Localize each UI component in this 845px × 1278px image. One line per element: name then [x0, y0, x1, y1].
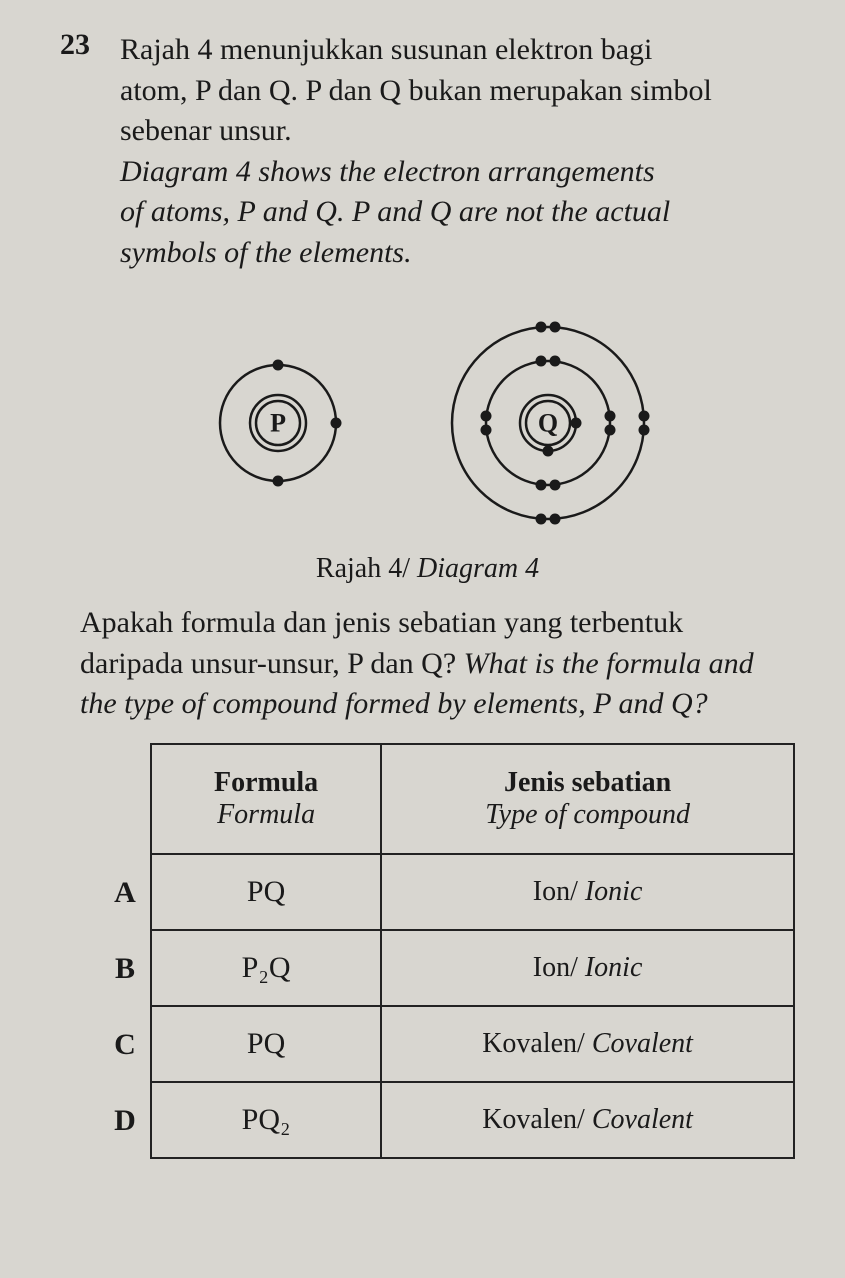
qtext-en-2: of atoms, P and Q. P and Q are not the a…: [120, 192, 795, 233]
cell-type-a: Ion/ Ionic: [381, 854, 794, 930]
table-row: PQ Ion/ Ionic: [151, 854, 794, 930]
th-type-en: Type of compound: [396, 799, 779, 831]
th-formula-en: Formula: [166, 799, 366, 831]
type-en-b: Ionic: [585, 952, 643, 983]
th-type: Jenis sebatian Type of compound: [381, 744, 794, 854]
table-row: PQ Kovalen/ Covalent: [151, 1006, 794, 1082]
type-en-c: Covalent: [592, 1028, 693, 1059]
subq-ms-1: Apakah formula dan jenis sebatian yang t…: [80, 606, 683, 639]
type-ms-c: Kovalen/: [482, 1028, 592, 1059]
question-page: 23 Rajah 4 menunjukkan susunan elektron …: [0, 0, 845, 1189]
subquestion-text: Apakah formula dan jenis sebatian yang t…: [80, 603, 785, 725]
type-en-d: Covalent: [592, 1104, 693, 1135]
th-formula: Formula Formula: [151, 744, 381, 854]
type-ms-d: Kovalen/: [482, 1104, 592, 1135]
cell-type-b: Ion/ Ionic: [381, 930, 794, 1006]
subq-en-2: formed by elements, P and Q?: [345, 687, 708, 720]
options-table: Formula Formula Jenis sebatian Type of c…: [150, 743, 795, 1159]
row-label-b: B: [100, 931, 150, 1007]
atom-p-diagram: P: [188, 333, 368, 513]
cell-type-d: Kovalen/ Covalent: [381, 1082, 794, 1158]
svg-text:Q: Q: [537, 409, 557, 438]
diagram-container: P Q: [60, 303, 795, 543]
diagram-caption: Rajah 4/ Diagram 4: [60, 553, 795, 585]
qtext-ms-3: sebenar unsur.: [120, 111, 795, 152]
th-formula-ms: Formula: [214, 767, 318, 798]
cell-formula-a: PQ: [151, 854, 381, 930]
type-ms-b: Ion/: [533, 952, 585, 983]
qtext-en-1: Diagram 4 shows the electron arrangement…: [120, 152, 795, 193]
cell-formula-b: P₂Q: [151, 930, 381, 1006]
qtext-ms-1: Rajah 4 menunjukkan susunan elektron bag…: [120, 30, 795, 71]
table-row: P₂Q Ion/ Ionic: [151, 930, 794, 1006]
options-table-wrap: A B C D Formula Formula Jenis sebatian T…: [100, 743, 795, 1159]
qtext-ms-2: atom, P dan Q. P dan Q bukan merupakan s…: [120, 71, 795, 112]
subq-ms-2: daripada unsur-unsur, P dan Q?: [80, 647, 456, 680]
svg-text:P: P: [270, 409, 286, 438]
question-number: 23: [60, 28, 90, 62]
question-text: Rajah 4 menunjukkan susunan elektron bag…: [120, 30, 795, 273]
qtext-en-3: symbols of the elements.: [120, 233, 795, 274]
cell-formula-c: PQ: [151, 1006, 381, 1082]
type-ms-a: Ion/: [533, 876, 585, 907]
cell-type-c: Kovalen/ Covalent: [381, 1006, 794, 1082]
row-label-c: C: [100, 1007, 150, 1083]
th-type-ms: Jenis sebatian: [504, 767, 671, 798]
caption-ms: Rajah 4/: [316, 553, 417, 584]
row-label-a: A: [100, 855, 150, 931]
caption-en: Diagram 4: [417, 553, 539, 584]
row-label-d: D: [100, 1083, 150, 1159]
atom-q-diagram: Q: [428, 303, 668, 543]
type-en-a: Ionic: [585, 876, 643, 907]
cell-formula-d: PQ₂: [151, 1082, 381, 1158]
table-row: PQ₂ Kovalen/ Covalent: [151, 1082, 794, 1158]
table-header-row: Formula Formula Jenis sebatian Type of c…: [151, 744, 794, 854]
row-labels: A B C D: [100, 743, 150, 1159]
